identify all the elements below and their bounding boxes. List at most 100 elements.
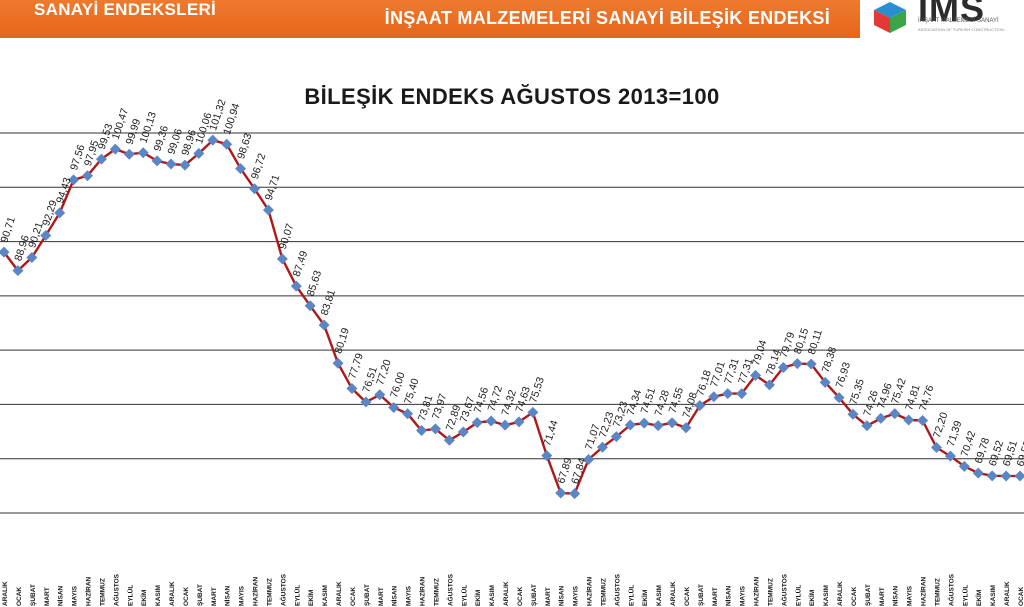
data-point bbox=[109, 143, 121, 155]
x-tick-label: ŞUBAT bbox=[531, 584, 538, 606]
x-tick-label: OCAK bbox=[517, 587, 524, 606]
data-point bbox=[221, 138, 233, 150]
x-tick-label: EYLÜL bbox=[793, 585, 802, 606]
data-point bbox=[944, 450, 956, 462]
data-value-label: 77,20 bbox=[374, 358, 394, 387]
data-point bbox=[429, 423, 441, 435]
x-tick-label: EYLÜL bbox=[125, 585, 134, 606]
x-tick-label: TEMMUZ bbox=[434, 578, 441, 606]
x-tick-label: OCAK bbox=[1018, 587, 1024, 606]
x-tick-label: OCAK bbox=[851, 587, 858, 606]
x-tick-label: OCAK bbox=[684, 587, 691, 606]
x-tick-label: ŞUBAT bbox=[865, 584, 872, 606]
data-point bbox=[958, 460, 970, 472]
data-value-label: 98,63 bbox=[235, 132, 255, 161]
x-tick-label: KASIM bbox=[656, 585, 663, 606]
data-value-label: 87,49 bbox=[291, 249, 311, 278]
x-tick-label: HAZİRAN bbox=[419, 576, 427, 606]
data-value-label: 96,72 bbox=[249, 152, 269, 181]
x-tick-label: KASIM bbox=[322, 585, 329, 606]
data-point bbox=[388, 401, 400, 413]
data-point bbox=[596, 441, 608, 453]
data-point bbox=[722, 388, 734, 400]
data-point bbox=[805, 358, 817, 370]
x-tick-label: MAYIS bbox=[740, 585, 747, 606]
x-tick-label: EYLÜL bbox=[292, 585, 301, 606]
x-tick-label: OCAK bbox=[350, 587, 357, 606]
data-value-label: 75,53 bbox=[527, 375, 547, 404]
data-point bbox=[374, 389, 386, 401]
x-tick-label: MART bbox=[712, 587, 719, 606]
data-point bbox=[151, 155, 163, 167]
data-point-markers bbox=[0, 134, 1024, 500]
x-tick-label: OCAK bbox=[16, 587, 23, 606]
data-point bbox=[207, 134, 219, 146]
x-tick-label: MART bbox=[879, 587, 886, 606]
data-point bbox=[1000, 470, 1012, 482]
data-point bbox=[402, 408, 414, 420]
x-tick-label: HAZİRAN bbox=[586, 576, 594, 606]
data-point bbox=[986, 470, 998, 482]
data-value-label: 69,50 bbox=[1014, 439, 1024, 468]
data-point bbox=[736, 388, 748, 400]
data-value-label: 83,81 bbox=[319, 288, 339, 317]
data-point bbox=[861, 420, 873, 432]
series-line bbox=[3, 138, 1021, 495]
data-point bbox=[262, 204, 274, 216]
data-point bbox=[0, 246, 10, 258]
data-value-label: 71,44 bbox=[541, 419, 561, 448]
data-value-label: 73,97 bbox=[430, 392, 450, 421]
x-tick-label: KASIM bbox=[155, 585, 162, 606]
data-point bbox=[179, 159, 191, 171]
x-tick-label: ARALIK bbox=[336, 581, 343, 606]
x-tick-label: EKİM bbox=[975, 590, 983, 606]
x-tick-label: AĞUSTOS bbox=[612, 573, 621, 606]
data-point bbox=[680, 422, 692, 434]
series-line-group bbox=[3, 138, 1021, 495]
data-point bbox=[624, 419, 636, 431]
x-tick-label: EKİM bbox=[307, 590, 315, 606]
x-tick-label: EKİM bbox=[140, 590, 148, 606]
x-tick-label: AĞUSTOS bbox=[445, 573, 454, 606]
data-point bbox=[235, 163, 247, 175]
x-axis-tick-labels: ARALIK OCAK ŞUBAT MART NİSAN MAYIS HAZİRAN TEMM… bbox=[2, 573, 1024, 606]
data-value-label: 75,35 bbox=[847, 377, 867, 406]
data-point bbox=[499, 419, 511, 431]
data-point bbox=[304, 300, 316, 312]
x-tick-label: NİSAN bbox=[892, 585, 900, 606]
x-tick-label: MART bbox=[545, 587, 552, 606]
data-point bbox=[972, 467, 984, 479]
x-tick-label: EYLÜL bbox=[960, 585, 969, 606]
data-point bbox=[290, 280, 302, 292]
chart-title: BİLEŞİK ENDEKS AĞUSTOS 2013=100 bbox=[304, 84, 720, 109]
x-tick-label: KASIM bbox=[489, 585, 496, 606]
x-tick-label: AĞUSTOS bbox=[111, 573, 120, 606]
x-tick-label: ARALIK bbox=[169, 581, 176, 606]
x-tick-label: KASIM bbox=[990, 585, 997, 606]
x-tick-label: NİSAN bbox=[558, 585, 566, 606]
data-point bbox=[777, 361, 789, 373]
data-point bbox=[569, 488, 581, 500]
data-value-label: 80,19 bbox=[332, 326, 352, 355]
x-tick-label: EKİM bbox=[474, 590, 482, 606]
logo-subtitle-2: ASSOCIATION OF TURKISH CONSTRUCTION... bbox=[918, 27, 1007, 32]
data-point bbox=[485, 415, 497, 427]
x-tick-label: EYLÜL bbox=[626, 585, 635, 606]
x-tick-label: MART bbox=[211, 587, 218, 606]
data-point bbox=[694, 400, 706, 412]
x-tick-label: ŞUBAT bbox=[364, 584, 371, 606]
header-orange-band bbox=[0, 0, 860, 38]
x-tick-label: AĞUSTOS bbox=[946, 573, 955, 606]
data-point bbox=[95, 153, 107, 165]
grid-lines bbox=[0, 132, 1024, 514]
data-point bbox=[652, 420, 664, 432]
data-point bbox=[68, 174, 80, 186]
x-tick-label: KASIM bbox=[823, 585, 830, 606]
data-point bbox=[917, 415, 929, 427]
x-tick-label: HAZİRAN bbox=[85, 576, 93, 606]
data-point bbox=[40, 229, 52, 241]
data-value-label: 90,71 bbox=[0, 215, 18, 244]
data-point bbox=[527, 406, 539, 418]
data-point bbox=[346, 383, 358, 395]
